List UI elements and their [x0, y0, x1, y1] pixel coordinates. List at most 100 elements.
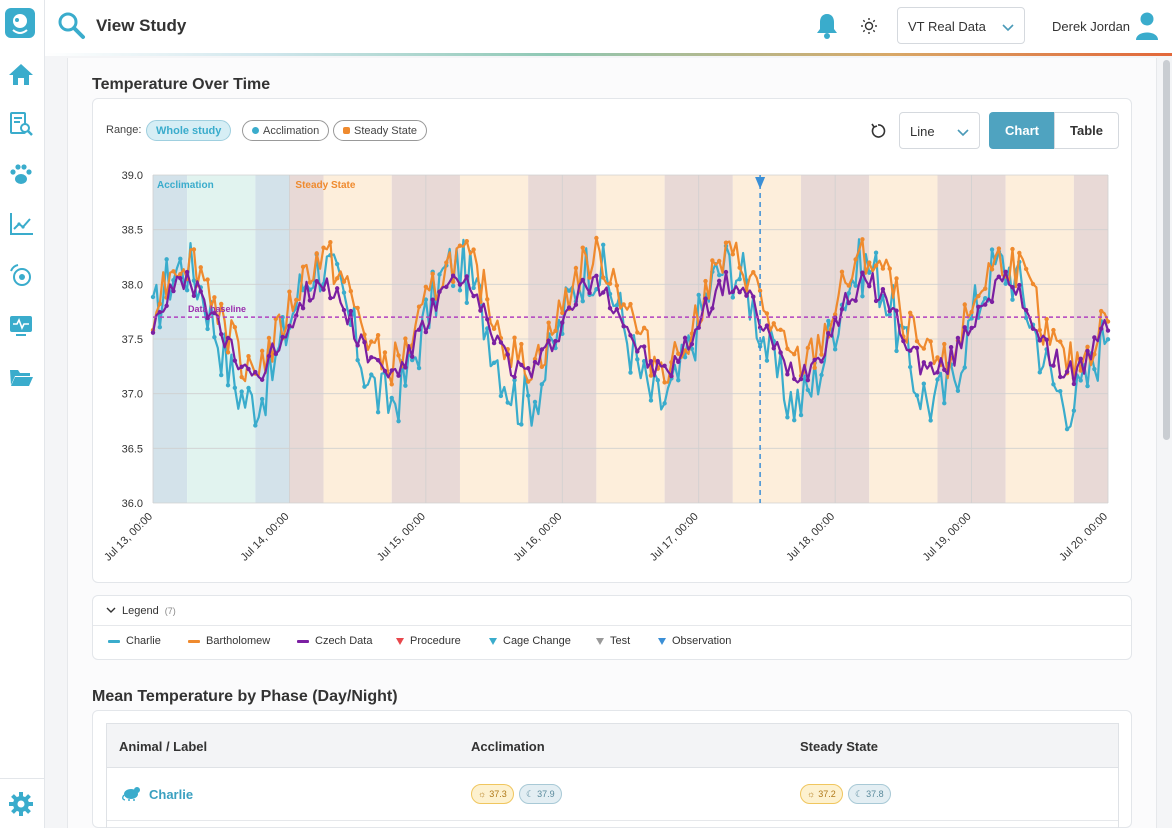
series-point	[1071, 381, 1077, 387]
search-icon[interactable]	[56, 10, 86, 45]
series-point	[621, 324, 626, 329]
gear-icon[interactable]	[7, 790, 35, 818]
series-point	[457, 282, 463, 287]
column-header-acclimation[interactable]: Acclimation	[471, 739, 545, 754]
chart-type-select[interactable]: Line	[899, 112, 980, 149]
column-header-animal[interactable]: Animal / Label	[119, 739, 208, 754]
series-point	[1010, 297, 1015, 302]
series-point	[635, 349, 640, 354]
series-point	[996, 274, 1002, 279]
paw-icon[interactable]	[7, 160, 35, 188]
reset-zoom-icon[interactable]	[868, 121, 888, 141]
series-point	[191, 247, 197, 252]
series-point	[805, 345, 811, 351]
series-point	[341, 279, 347, 284]
series-point	[416, 365, 422, 371]
series-point	[239, 374, 244, 380]
series-point	[942, 367, 947, 372]
app-logo[interactable]	[5, 8, 35, 38]
series-point	[1105, 319, 1111, 324]
legend-item-bartholomew[interactable]: Bartholomew	[188, 635, 270, 647]
view-chart-button[interactable]: Chart	[989, 112, 1055, 149]
series-point	[826, 330, 831, 336]
series-point	[1078, 368, 1083, 373]
series-point	[164, 257, 169, 262]
series-point	[662, 363, 667, 369]
series-point	[532, 356, 538, 362]
sun-icon[interactable]	[860, 17, 878, 40]
series-point	[887, 266, 892, 271]
series-point	[525, 379, 531, 384]
series-point	[751, 294, 756, 299]
view-table-button[interactable]: Table	[1054, 112, 1119, 149]
series-point	[560, 320, 565, 325]
folder-icon[interactable]	[7, 363, 35, 391]
legend-item-procedure[interactable]: Procedure	[396, 635, 461, 647]
user-avatar-icon[interactable]	[1135, 11, 1159, 46]
series-point	[819, 359, 824, 364]
legend-item-label: Cage Change	[503, 635, 571, 647]
legend-triangle-icon	[658, 637, 666, 645]
series-point	[928, 339, 933, 344]
table-row-animal-link[interactable]: Charlie	[121, 785, 193, 804]
series-point	[205, 326, 210, 332]
series-point	[300, 305, 306, 311]
bell-icon[interactable]	[814, 12, 840, 45]
chevron-down-icon	[957, 125, 969, 140]
series-point	[239, 364, 244, 370]
legend-item-cage-change[interactable]: Cage Change	[489, 635, 571, 647]
series-point	[1023, 266, 1029, 272]
series-point	[648, 373, 654, 378]
range-acclimation[interactable]: Acclimation	[242, 120, 330, 141]
legend-item-observation[interactable]: Observation	[658, 635, 731, 647]
series-point	[580, 245, 585, 250]
header-accent-bar	[45, 53, 1172, 56]
steady-night-value: 37.8	[866, 789, 884, 799]
series-point	[907, 310, 913, 315]
series-point	[464, 238, 469, 244]
x-tick-label: Jul 17, 00:00	[648, 511, 701, 564]
series-point	[375, 410, 381, 415]
scrollbar-thumb[interactable]	[1163, 60, 1170, 440]
scrollbar-track[interactable]	[1161, 56, 1172, 828]
series-point	[792, 418, 797, 423]
series-point	[498, 340, 504, 345]
y-tick-label: 36.0	[122, 498, 143, 510]
legend-item-charlie[interactable]: Charlie	[108, 635, 161, 647]
legend-item-czech-data[interactable]: Czech Data	[297, 635, 372, 647]
series-point	[628, 301, 633, 307]
series-point	[300, 264, 306, 270]
user-name[interactable]: Derek Jordan	[1052, 19, 1131, 34]
series-point	[696, 292, 701, 298]
series-point	[873, 263, 879, 268]
series-point	[178, 272, 183, 277]
series-point	[348, 288, 354, 294]
home-icon[interactable]	[7, 60, 35, 88]
series-point	[628, 370, 633, 375]
legend-item-test[interactable]: Test	[596, 635, 630, 647]
phase-table-title: Mean Temperature by Phase (Day/Night)	[92, 688, 398, 705]
series-point	[1092, 352, 1097, 357]
series-point	[512, 377, 517, 383]
series-point	[764, 358, 770, 363]
series-point	[846, 290, 851, 296]
range-steady-state[interactable]: Steady State	[333, 120, 427, 141]
device-icon[interactable]	[7, 262, 35, 290]
series-point	[867, 260, 872, 265]
series-point	[416, 304, 422, 309]
range-whole-study[interactable]: Whole study	[146, 120, 232, 141]
dataset-select-value: VT Real Data	[908, 19, 986, 34]
series-point	[641, 344, 647, 349]
series-point	[512, 335, 517, 340]
study-search-icon[interactable]	[7, 110, 35, 138]
dataset-select[interactable]: VT Real Data	[897, 7, 1025, 44]
chart-icon[interactable]	[7, 210, 35, 238]
series-point	[1064, 426, 1070, 432]
series-point	[171, 288, 176, 294]
legend-toggle[interactable]: Legend (7)	[106, 605, 176, 617]
legend-divider	[93, 625, 1131, 626]
monitor-icon[interactable]	[7, 312, 35, 340]
column-header-steady-state[interactable]: Steady State	[800, 739, 879, 754]
series-point	[355, 343, 360, 348]
